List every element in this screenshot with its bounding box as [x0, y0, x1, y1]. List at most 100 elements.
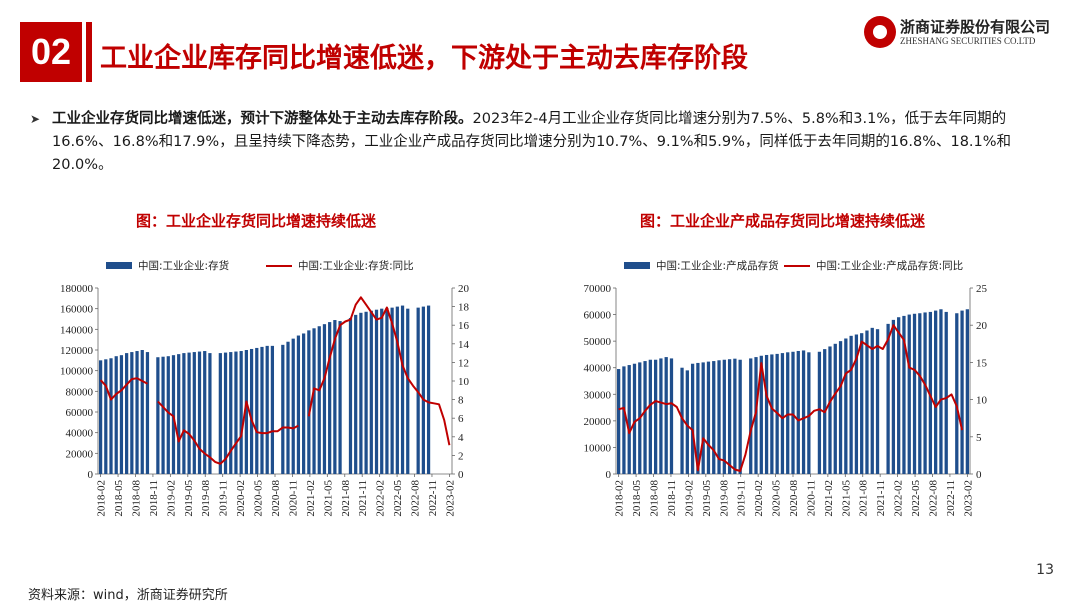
- bar: [109, 358, 113, 474]
- x-tick-label: 2022-05: [392, 480, 404, 517]
- y-right-tick-label: 15: [976, 357, 988, 369]
- page-header: 02 工业企业库存同比增速低迷，下游处于主动去库存阶段 浙商证券股份有限公司 Z…: [0, 0, 1080, 90]
- bar: [965, 309, 969, 474]
- y-left-tick-label: 30000: [584, 389, 612, 401]
- y-right-tick-label: 4: [458, 432, 464, 444]
- bar: [239, 351, 243, 474]
- bar: [791, 351, 795, 474]
- bar: [187, 352, 191, 474]
- y-right-tick-label: 5: [976, 432, 982, 444]
- x-tick-label: 2021-08: [858, 480, 870, 517]
- bar: [374, 309, 379, 474]
- bar: [643, 361, 647, 474]
- bar: [780, 353, 785, 474]
- bar: [685, 370, 689, 474]
- bar: [902, 315, 906, 474]
- bar: [369, 310, 373, 474]
- source-note: 资料来源：wind，浙商证券研究所: [28, 588, 228, 603]
- x-tick-label: 2018-02: [96, 480, 108, 517]
- x-tick-label: 2021-05: [840, 480, 852, 517]
- x-tick-label: 2022-02: [893, 480, 905, 517]
- x-tick-label: 2019-08: [200, 480, 212, 517]
- bar: [203, 351, 207, 474]
- bar: [838, 341, 843, 474]
- bar: [934, 310, 938, 474]
- bar: [135, 351, 139, 474]
- bar: [421, 306, 425, 474]
- bar: [406, 308, 410, 474]
- right-chart-svg: 中国:工业企业:产成品存货 中国:工业企业:产成品存货:同比 0 10000 20000…: [584, 259, 988, 517]
- bar: [171, 355, 176, 474]
- bar: [664, 357, 668, 474]
- logo-chinese-name: 浙商证券股份有限公司: [900, 18, 1051, 36]
- bar: [265, 345, 269, 474]
- legend-swatch-bar: [106, 262, 132, 269]
- bar: [875, 329, 880, 474]
- bar: [177, 354, 181, 474]
- y-left-tick-label: 180000: [60, 283, 94, 295]
- y-right-tick-label: 10: [458, 376, 470, 388]
- bar: [322, 324, 327, 474]
- bar: [291, 338, 295, 474]
- bar: [328, 322, 332, 474]
- summary-paragraph: ➤ 工业企业存货同比增速低迷，预计下游整体处于主动去库存阶段。2023年2-4月…: [30, 108, 1060, 177]
- x-tick-label: 2022-08: [410, 480, 422, 517]
- bar: [166, 356, 170, 474]
- x-tick-label: 2019-02: [683, 480, 695, 517]
- bar: [833, 343, 837, 474]
- y-left-tick-label: 10000: [584, 442, 612, 454]
- y-right-tick-label: 6: [458, 413, 464, 425]
- bar: [114, 356, 118, 474]
- x-tick-label: 2021-02: [305, 480, 317, 517]
- bar: [119, 355, 124, 474]
- bar: [759, 355, 763, 474]
- bar: [897, 317, 901, 474]
- y-right-tick-label: 20: [976, 320, 988, 332]
- x-tick-label: 2022-08: [928, 480, 940, 517]
- bar: [348, 317, 353, 474]
- legend-label-line: 中国:工业企业:产成品存货:同比: [816, 259, 963, 272]
- left-chart: 中国:工业企业:存货 中国:工业企业:存货:同比 0 20000 40000 60000 8…: [30, 256, 500, 546]
- bar: [218, 353, 222, 474]
- bar: [296, 335, 301, 474]
- bar: [617, 369, 621, 474]
- bar: [317, 326, 321, 474]
- y-left-tick-label: 0: [88, 469, 94, 481]
- y-left-tick-label: 70000: [584, 283, 612, 295]
- legend-label-bar: 中国:工业企业:产成品存货: [656, 259, 779, 272]
- legend-label-bar: 中国:工业企业:存货: [138, 259, 229, 272]
- bar: [390, 307, 394, 474]
- logo-english-name: ZHESHANG SECURITIES CO.LTD: [900, 36, 1036, 46]
- bar: [338, 321, 342, 474]
- left-chart-svg: 中国:工业企业:存货 中国:工业企业:存货:同比 0 20000 40000 60000 8…: [60, 259, 470, 517]
- bar: [223, 352, 228, 474]
- bar: [286, 341, 290, 474]
- logo-mark-icon: [864, 16, 896, 48]
- chart-legend: 中国:工业企业:产成品存货 中国:工业企业:产成品存货:同比: [624, 259, 963, 272]
- y-left-tick-label: 160000: [60, 304, 94, 316]
- bar: [733, 358, 737, 474]
- bar: [801, 350, 806, 474]
- x-tick-label: 2019-02: [165, 480, 177, 517]
- y-left-tick-label: 80000: [66, 386, 94, 398]
- bar: [249, 348, 254, 474]
- bar: [192, 352, 196, 474]
- left-chart-title: 图：工业企业存货同比增速持续低迷: [136, 212, 377, 230]
- right-chart-title: 图：工业企业产成品存货同比增速持续低迷: [640, 212, 926, 230]
- x-tick-label: 2021-08: [340, 480, 352, 517]
- bar: [870, 327, 874, 474]
- bar: [712, 361, 716, 474]
- bar: [395, 306, 399, 474]
- y-right-tick-label: 25: [976, 283, 988, 295]
- bar: [727, 359, 732, 474]
- bar: [738, 359, 742, 474]
- bar: [807, 352, 811, 474]
- x-tick-label: 2020-11: [287, 480, 299, 516]
- bar: [260, 346, 264, 474]
- bar: [944, 311, 948, 474]
- bar: [281, 344, 285, 474]
- y-right-tick-label: 2: [458, 450, 464, 462]
- bar: [182, 353, 186, 474]
- bar: [130, 352, 134, 474]
- bar: [359, 312, 363, 474]
